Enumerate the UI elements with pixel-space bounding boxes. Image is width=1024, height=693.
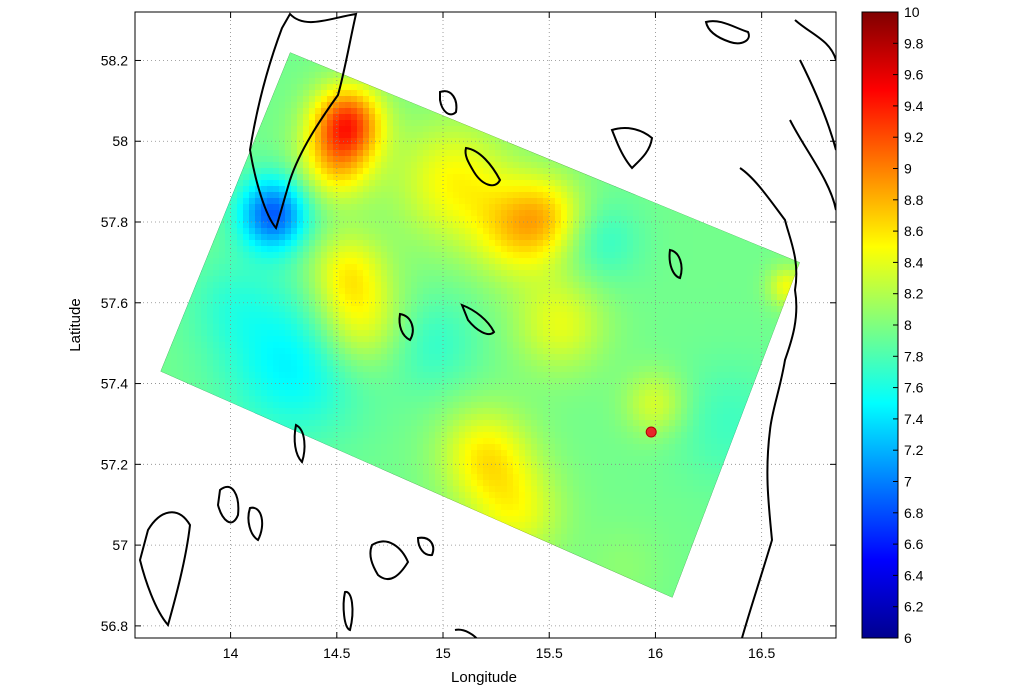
x-tick-label: 16.5	[748, 645, 775, 661]
colorbar-tick-label: 9.8	[904, 35, 924, 51]
colorbar-tick-label: 8.8	[904, 192, 924, 208]
colorbar-tick-label: 8.2	[904, 286, 924, 302]
island-lake-d	[460, 303, 496, 336]
x-tick-label: 14	[223, 645, 239, 661]
colorbar-tick-label: 7.4	[904, 411, 924, 427]
colorbar-tick-label: 8.4	[904, 254, 924, 270]
colorbar-tick-label: 9.6	[904, 67, 924, 83]
colorbar-tick-label: 9.2	[904, 129, 924, 145]
x-axis-ticks: 14 14.5 15 15.5 16 16.5	[223, 12, 775, 661]
colorbar-tick-label: 7.2	[904, 442, 924, 458]
island-lake-a	[610, 127, 654, 170]
colorbar-tick-label: 6	[904, 630, 912, 646]
x-axis-label: Longitude	[451, 669, 517, 686]
y-tick-label: 57.8	[101, 214, 128, 230]
island-south-c	[369, 540, 410, 581]
coastline-mainland-east	[739, 167, 798, 638]
x-tick-label: 15.5	[536, 645, 563, 661]
colorbar-tick-label: 8	[904, 317, 912, 333]
island-south-e	[342, 590, 354, 632]
island-south-west	[138, 511, 192, 628]
x-tick-label: 14.5	[323, 645, 350, 661]
island-lake-f	[668, 248, 683, 280]
y-tick-label: 57.2	[101, 456, 128, 472]
plot-frame	[134, 11, 837, 639]
y-tick-label: 58	[112, 133, 128, 149]
y-tick-label: 57.4	[101, 376, 128, 392]
island-south-f	[454, 628, 478, 638]
colorbar-tick-label: 9	[904, 161, 912, 177]
colorbar-tick-label: 9.4	[904, 98, 924, 114]
colorbar	[861, 11, 899, 639]
x-tick-label: 16	[648, 645, 664, 661]
y-tick-label: 56.8	[101, 618, 128, 634]
island-north-east	[704, 20, 750, 45]
island-south-d	[416, 536, 435, 557]
colorbar-tick-label: 7.6	[904, 380, 924, 396]
colorbar-tick-label: 7	[904, 474, 912, 490]
colorbar-tick-label: 6.4	[904, 567, 924, 583]
colorbar-tick-label: 8.6	[904, 223, 924, 239]
colorbar-tick-label: 6.2	[904, 599, 924, 615]
colorbar-tick-label: 10	[904, 4, 920, 20]
island-lake-g	[293, 423, 306, 464]
colorbar-tick-label: 7.8	[904, 348, 924, 364]
y-axis-ticks: 56.8 57 57.2 57.4 57.6 57.8 58 58.2	[101, 52, 836, 634]
station-marker	[645, 426, 657, 438]
island-lake-e	[398, 312, 414, 342]
island-south-b	[247, 506, 264, 542]
colorbar-tick-label: 6.8	[904, 505, 924, 521]
island-lake-b	[439, 90, 458, 116]
y-tick-label: 58.2	[101, 52, 128, 68]
island-lake-c	[464, 146, 502, 187]
y-tick-label: 57.6	[101, 295, 128, 311]
y-axis-label: Latitude	[67, 298, 84, 351]
coastline-gotland-west	[248, 12, 358, 231]
x-tick-label: 15	[435, 645, 451, 661]
colorbar-tick-label: 6.6	[904, 536, 924, 552]
y-tick-label: 57	[112, 537, 128, 553]
island-south-a	[216, 485, 240, 524]
grid-lines	[135, 12, 836, 638]
colorbar-ticks: 6 6.2 6.4 6.6 6.8 7 7.2 7.4 7.6 7.8 8 8.2 8.4 8.6 8.8 9…	[893, 4, 924, 646]
